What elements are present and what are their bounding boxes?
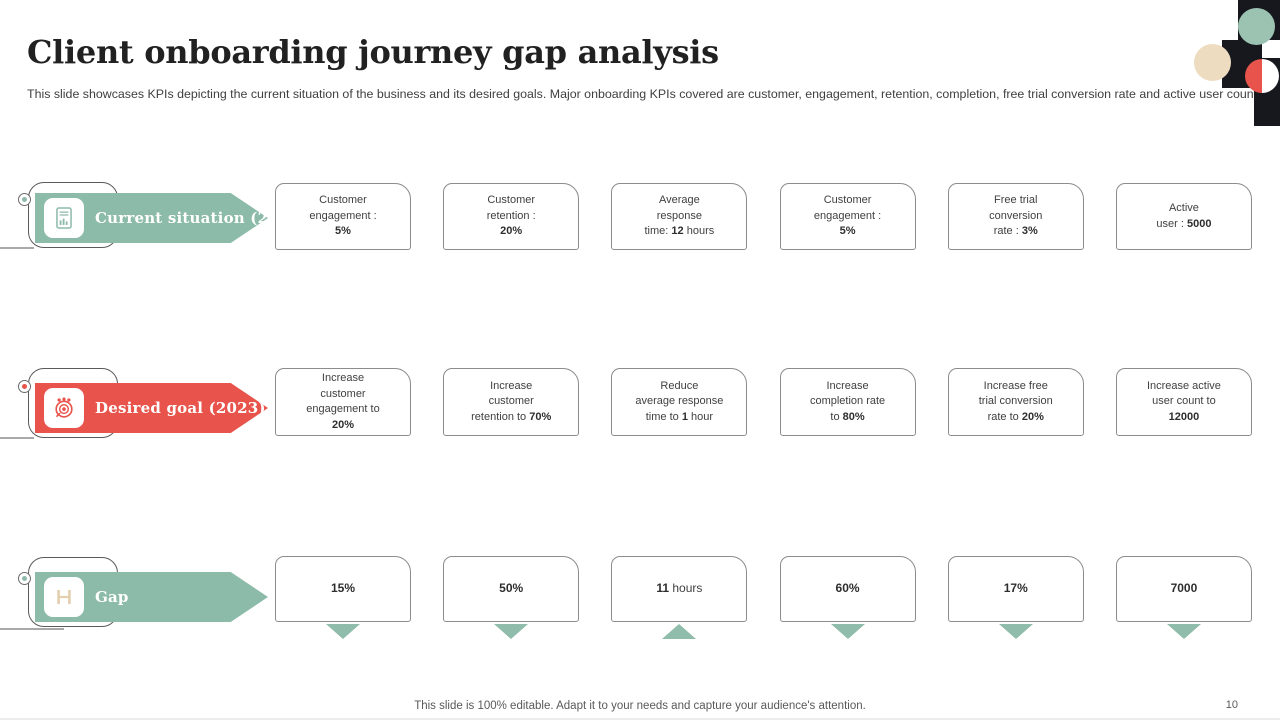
gap-direction-down-icon xyxy=(830,624,865,639)
row-label: Desired goal (2023) xyxy=(95,399,266,417)
gap-direction-down-icon xyxy=(1166,624,1201,639)
kpi-cell: Customer engagement :5% xyxy=(779,183,916,250)
kpi-cell-text: Customer engagement :5% xyxy=(309,194,377,238)
kpi-cell-text: 15% xyxy=(330,581,356,596)
deco-teal-circle xyxy=(1238,8,1275,45)
kpi-cell: 17% xyxy=(947,556,1084,639)
kpi-cells-row: Customer engagement :5% Customer retention … xyxy=(275,183,1252,250)
kpi-cell-text: 7000 xyxy=(1170,581,1198,596)
row-current-situation: Current situation (2022) Customer engagem… xyxy=(0,182,1280,254)
kpi-cell-text: 11 hours xyxy=(656,581,703,596)
kpi-cell-text: Increase active user count to 12000 xyxy=(1146,379,1221,423)
icon-tile xyxy=(44,577,84,617)
row-desired-goal: Desired goal (2023) Increase customer enga… xyxy=(0,368,1280,440)
page-title: Client onboarding journey gap analysis xyxy=(27,33,719,71)
kpi-cell: Free trial conversion rate : 3% xyxy=(947,183,1084,250)
icon-tile xyxy=(44,198,84,238)
slide-subtitle: This slide showcases KPIs depicting the … xyxy=(27,87,1261,101)
kpi-cell: Increase customer retention to 70% xyxy=(443,368,580,436)
kpi-cell-text: 17% xyxy=(1003,581,1028,596)
kpi-cell: Increase active user count to 12000 xyxy=(1115,368,1252,436)
kpi-cell: Reduce average response time to 1 hour xyxy=(611,368,748,436)
kpi-cell: 7000 xyxy=(1115,556,1252,639)
kpi-cell-text: Increase free trial conversion rate to 20% xyxy=(978,379,1053,423)
kpi-cell-text: 60% xyxy=(835,581,860,596)
kpi-cell-text: Increase customer engagement to 20% xyxy=(306,372,380,431)
row-banner-arrow: Current situation (2022) xyxy=(35,193,268,243)
corner-decoration xyxy=(1180,0,1280,140)
bullet-marker xyxy=(18,193,31,206)
connector-line xyxy=(0,628,64,630)
kpi-cell: Active user : 5000 xyxy=(1115,183,1252,250)
kpi-cell: Increase completion rate to 80% xyxy=(779,368,916,436)
row-banner-arrow: Desired goal (2023) xyxy=(35,383,268,433)
kpi-cell: Customer retention :20% xyxy=(443,183,580,250)
kpi-cell-text: Reduce average response time to 1 hour xyxy=(635,379,724,423)
kpi-cell-text: Free trial conversion rate : 3% xyxy=(989,194,1043,238)
row-label: Gap xyxy=(95,588,129,606)
icon-tile xyxy=(44,388,84,428)
connector-line xyxy=(0,247,34,249)
kpi-cell: 50% xyxy=(443,556,580,639)
footer-note: This slide is 100% editable. Adapt it to… xyxy=(414,700,866,712)
kpi-cell: 15% xyxy=(275,556,411,639)
kpi-cell: Customer engagement :5% xyxy=(275,183,411,250)
row-gap: Gap 15% 50% 11 hours 60% 17% 7000 xyxy=(0,556,1280,639)
deco-red-white-circle xyxy=(1245,59,1279,93)
bullet-dot xyxy=(21,575,27,581)
bullet-dot xyxy=(21,196,27,202)
kpi-cells-row: 15% 50% 11 hours 60% 17% 7000 xyxy=(275,556,1252,639)
kpi-cell: 60% xyxy=(779,556,916,639)
bullet-marker xyxy=(18,380,31,393)
gap-direction-down-icon xyxy=(326,624,360,639)
kpi-cell: 11 hours xyxy=(611,556,748,639)
bullet-marker xyxy=(18,572,31,585)
kpi-cells-row: Increase customer engagement to 20% Increase… xyxy=(275,368,1252,436)
report-icon xyxy=(56,207,72,229)
kpi-cell: Increase free trial conversion rate to 20% xyxy=(947,368,1084,436)
kpi-cell-text: Average response time: 12 hours xyxy=(644,194,715,238)
deco-beige-circle xyxy=(1194,44,1231,81)
row-banner-arrow: Gap xyxy=(35,572,268,622)
page-number: 10 xyxy=(1225,699,1238,711)
kpi-cell: Average response time: 12 hours xyxy=(611,183,748,250)
bullet-dot xyxy=(21,383,27,389)
gap-icon xyxy=(57,589,71,605)
kpi-cell: Increase customer engagement to 20% xyxy=(275,368,411,436)
kpi-cell-text: Increase customer retention to 70% xyxy=(471,379,552,423)
kpi-cell-text: 50% xyxy=(499,581,524,596)
gap-direction-down-icon xyxy=(998,624,1033,639)
kpi-cell-text: Customer retention :20% xyxy=(486,194,536,238)
connector-line xyxy=(0,437,34,439)
row-label: Current situation (2022) xyxy=(95,209,308,227)
kpi-cell-text: Active user : 5000 xyxy=(1156,202,1212,230)
goal-target-icon xyxy=(55,397,73,418)
kpi-cell-text: Increase completion rate to 80% xyxy=(809,379,886,423)
kpi-cell-text: Customer engagement :5% xyxy=(813,194,882,238)
gap-direction-down-icon xyxy=(494,624,529,639)
gap-direction-up-icon xyxy=(662,624,697,639)
